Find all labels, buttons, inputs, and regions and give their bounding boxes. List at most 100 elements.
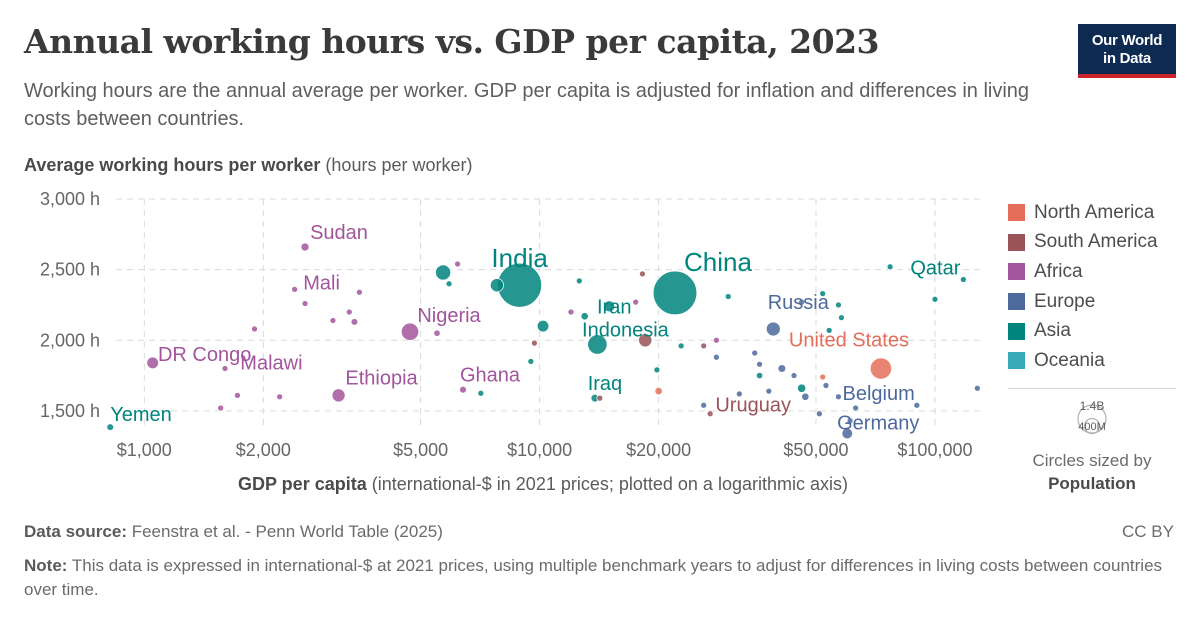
data-point[interactable] [724, 293, 732, 300]
source-text[interactable]: Feenstra et al. - Penn World Table (2025… [126, 522, 443, 541]
data-point[interactable] [291, 286, 298, 293]
data-point[interactable] [835, 393, 842, 401]
data-point[interactable] [331, 388, 346, 403]
data-point[interactable] [587, 334, 608, 355]
data-point[interactable] [217, 404, 225, 412]
data-point[interactable] [653, 366, 661, 374]
data-point[interactable] [146, 356, 159, 370]
license-link[interactable]: CC BY [1122, 522, 1174, 541]
data-point[interactable] [825, 327, 833, 334]
legend-item-north-america[interactable]: North America [1008, 198, 1158, 228]
size-legend-caption: Circles sized by Population [1008, 449, 1176, 495]
point-label: China [684, 247, 752, 277]
data-point[interactable] [835, 301, 842, 309]
data-point[interactable] [575, 277, 583, 285]
data-point[interactable] [536, 319, 550, 333]
data-point[interactable] [435, 264, 452, 281]
data-point[interactable] [801, 392, 810, 401]
data-point[interactable] [489, 278, 504, 293]
point-label: India [491, 243, 548, 273]
x-tick-label: $5,000 [393, 440, 448, 460]
data-point[interactable] [852, 404, 859, 412]
data-point[interactable] [459, 385, 467, 394]
data-point[interactable] [527, 358, 535, 365]
data-source: Data source: Feenstra et al. - Penn Worl… [24, 522, 443, 542]
data-point[interactable] [886, 263, 894, 271]
owid-logo[interactable]: Our World in Data [1078, 24, 1176, 78]
data-point[interactable] [445, 280, 453, 288]
data-point[interactable] [433, 329, 441, 337]
data-point[interactable] [638, 333, 653, 348]
point-label: Nigeria [417, 305, 481, 327]
data-point[interactable] [777, 364, 787, 373]
data-point[interactable] [276, 393, 284, 401]
legend-item-asia[interactable]: Asia [1008, 316, 1158, 346]
data-point[interactable] [567, 308, 575, 316]
data-point[interactable] [960, 276, 967, 283]
data-point[interactable] [735, 390, 743, 398]
data-point[interactable] [816, 410, 823, 418]
point-label: Uruguay [715, 395, 791, 417]
data-point[interactable] [400, 322, 420, 341]
data-point[interactable] [838, 314, 845, 321]
data-point[interactable] [819, 290, 827, 297]
data-point[interactable] [531, 339, 538, 347]
data-point[interactable] [713, 336, 720, 344]
data-point[interactable] [706, 410, 714, 418]
data-point[interactable] [756, 372, 764, 380]
data-point[interactable] [790, 372, 798, 379]
point-label: Belgium [842, 383, 914, 405]
data-point[interactable] [841, 427, 853, 440]
data-point[interactable] [251, 325, 258, 333]
data-point[interactable] [797, 383, 807, 393]
data-point[interactable] [301, 300, 309, 307]
data-point[interactable] [596, 394, 604, 402]
data-point[interactable] [300, 242, 310, 252]
data-point[interactable] [822, 382, 830, 389]
data-point[interactable] [700, 401, 708, 409]
data-point[interactable] [677, 342, 685, 350]
scatter-chart[interactable]: 1,500 h 2,000 h 2,500 h 3,000 h $1,000 $2,000… [0, 0, 1000, 510]
legend-item-oceania[interactable]: Oceania [1008, 346, 1158, 376]
data-point[interactable] [846, 417, 854, 425]
legend-swatch [1008, 322, 1025, 340]
data-point[interactable] [639, 270, 646, 278]
data-point[interactable] [454, 260, 461, 268]
note-text: This data is expressed in international-… [24, 556, 1163, 599]
data-point[interactable] [913, 401, 921, 409]
legend-item-africa[interactable]: Africa [1008, 257, 1158, 287]
data-point[interactable] [221, 365, 229, 372]
data-point[interactable] [931, 295, 939, 303]
data-point[interactable] [713, 353, 720, 361]
data-point[interactable] [356, 288, 363, 296]
data-point[interactable] [603, 300, 616, 313]
data-point[interactable] [106, 423, 114, 431]
data-point[interactable] [632, 298, 640, 306]
logo-line-1: Our World [1091, 32, 1163, 49]
data-point[interactable] [765, 321, 781, 337]
data-point[interactable] [345, 308, 353, 316]
data-point[interactable] [973, 384, 981, 392]
x-tick-label: $10,000 [507, 440, 572, 460]
legend-item-south-america[interactable]: South America [1008, 228, 1158, 258]
data-point[interactable] [756, 360, 763, 368]
size-legend-circles: 1.4B 400M [1077, 399, 1107, 435]
data-point[interactable] [329, 317, 337, 324]
legend-item-europe[interactable]: Europe [1008, 287, 1158, 317]
data-point[interactable] [652, 270, 698, 316]
data-point[interactable] [819, 373, 827, 381]
data-point[interactable] [751, 349, 759, 357]
x-axis-title: GDP per capita (international-$ in 2021 … [238, 474, 848, 494]
data-point[interactable] [869, 357, 892, 380]
x-tick-label: $100,000 [897, 440, 972, 460]
data-point[interactable] [350, 318, 359, 326]
data-point[interactable] [477, 389, 485, 397]
data-point[interactable] [700, 342, 708, 350]
y-axis-title-bold: Average working hours per worker [24, 155, 321, 175]
data-point[interactable] [654, 387, 663, 396]
data-point[interactable] [580, 312, 589, 321]
data-point[interactable] [798, 298, 805, 306]
chart-subtitle: Working hours are the annual average per… [24, 80, 1030, 130]
data-point[interactable] [234, 391, 241, 399]
data-point[interactable] [765, 387, 773, 395]
